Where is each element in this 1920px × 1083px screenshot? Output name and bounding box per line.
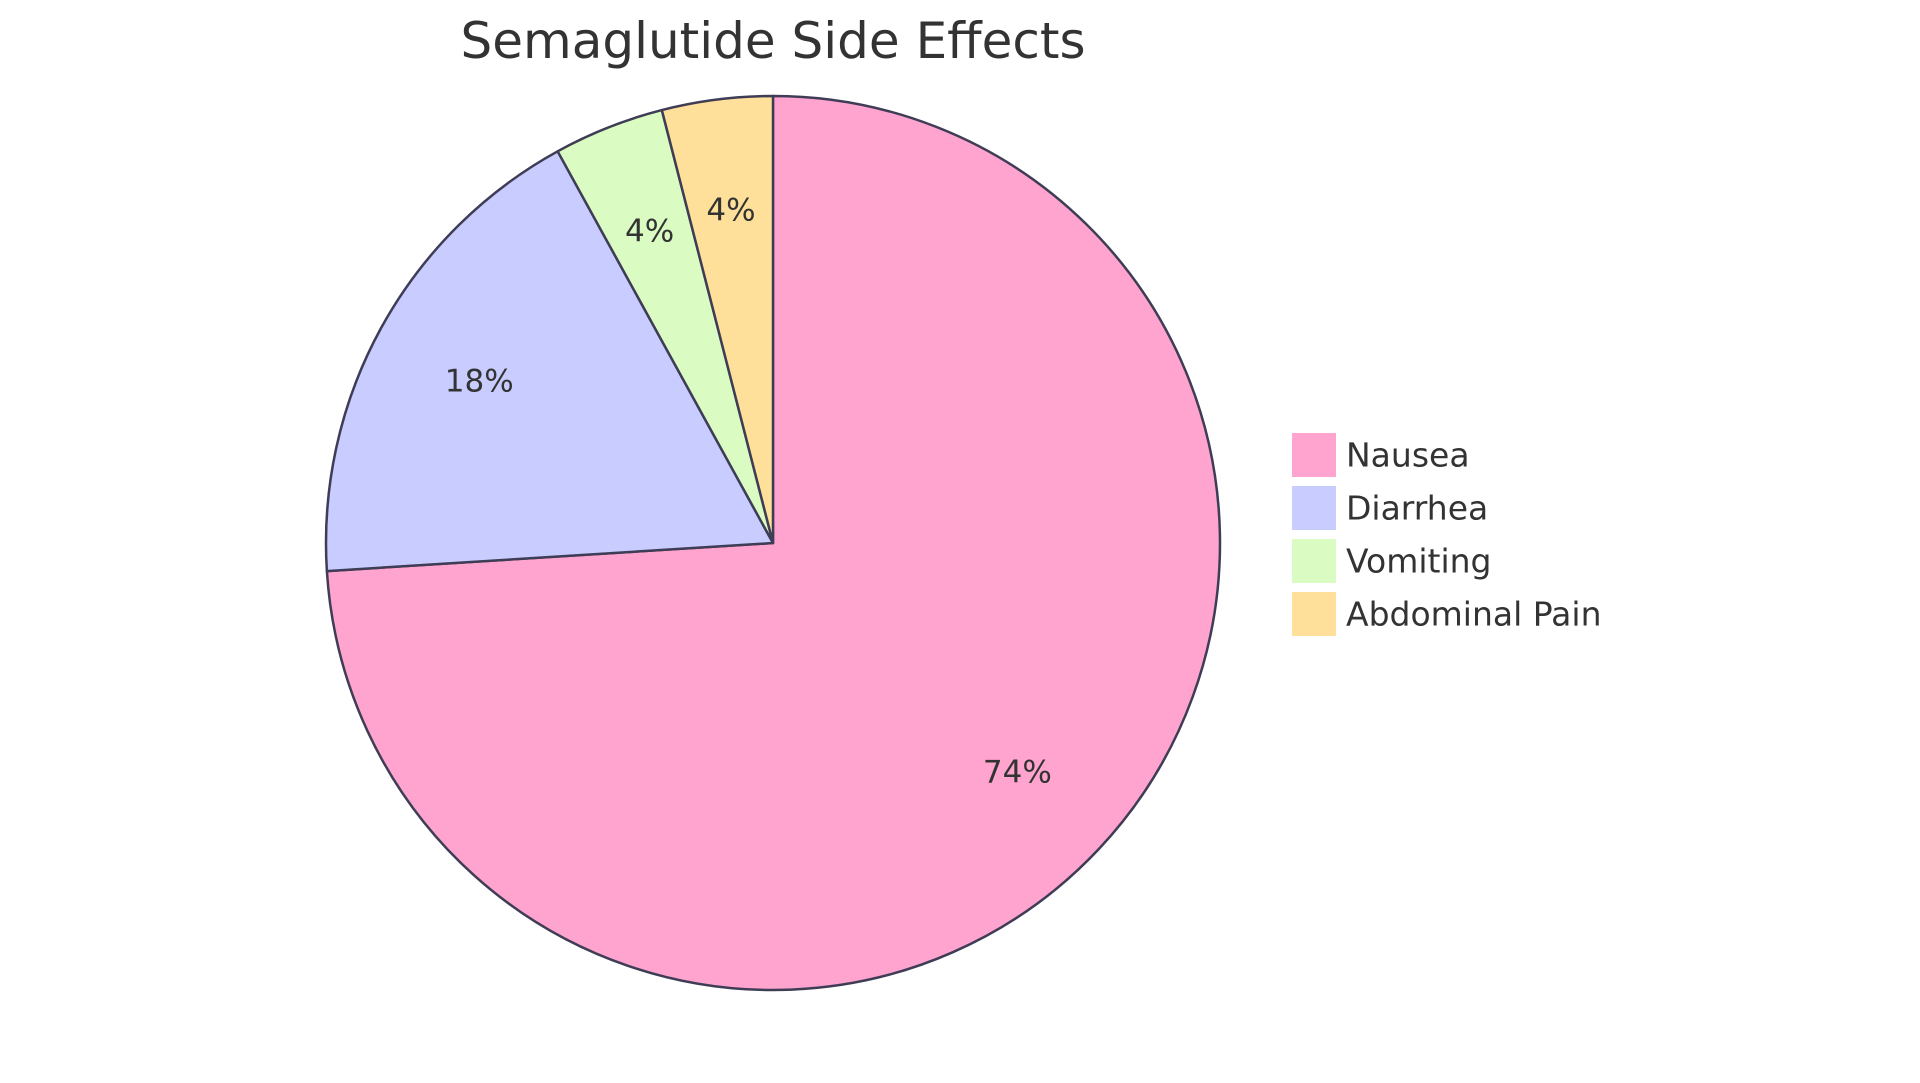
legend-label-vomiting: Vomiting xyxy=(1346,542,1492,581)
slice-label-nausea: 74% xyxy=(983,754,1052,790)
legend-swatch-nausea xyxy=(1292,433,1336,477)
legend-label-diarrhea: Diarrhea xyxy=(1346,489,1488,528)
legend-swatch-diarrhea xyxy=(1292,486,1336,530)
legend-swatch-abdominal-pain xyxy=(1292,592,1336,636)
chart-legend: Nausea Diarrhea Vomiting Abdominal Pain xyxy=(1292,433,1602,636)
pie-slice-labels: 74% 18% 4% 4% xyxy=(445,192,1052,790)
legend-swatch-vomiting xyxy=(1292,539,1336,583)
slice-label-diarrhea: 18% xyxy=(445,363,514,399)
pie-slice-diarrhea xyxy=(324,150,775,573)
slice-label-vomiting: 4% xyxy=(625,213,674,249)
legend-label-abdominal-pain: Abdominal Pain xyxy=(1346,595,1602,634)
pie-slice-abdominal-pain xyxy=(660,94,775,545)
chart-title: Semaglutide Side Effects xyxy=(460,12,1085,70)
slice-label-abdominal-pain: 4% xyxy=(706,192,755,228)
pie-slices xyxy=(324,94,1222,992)
legend-label-nausea: Nausea xyxy=(1346,436,1470,475)
